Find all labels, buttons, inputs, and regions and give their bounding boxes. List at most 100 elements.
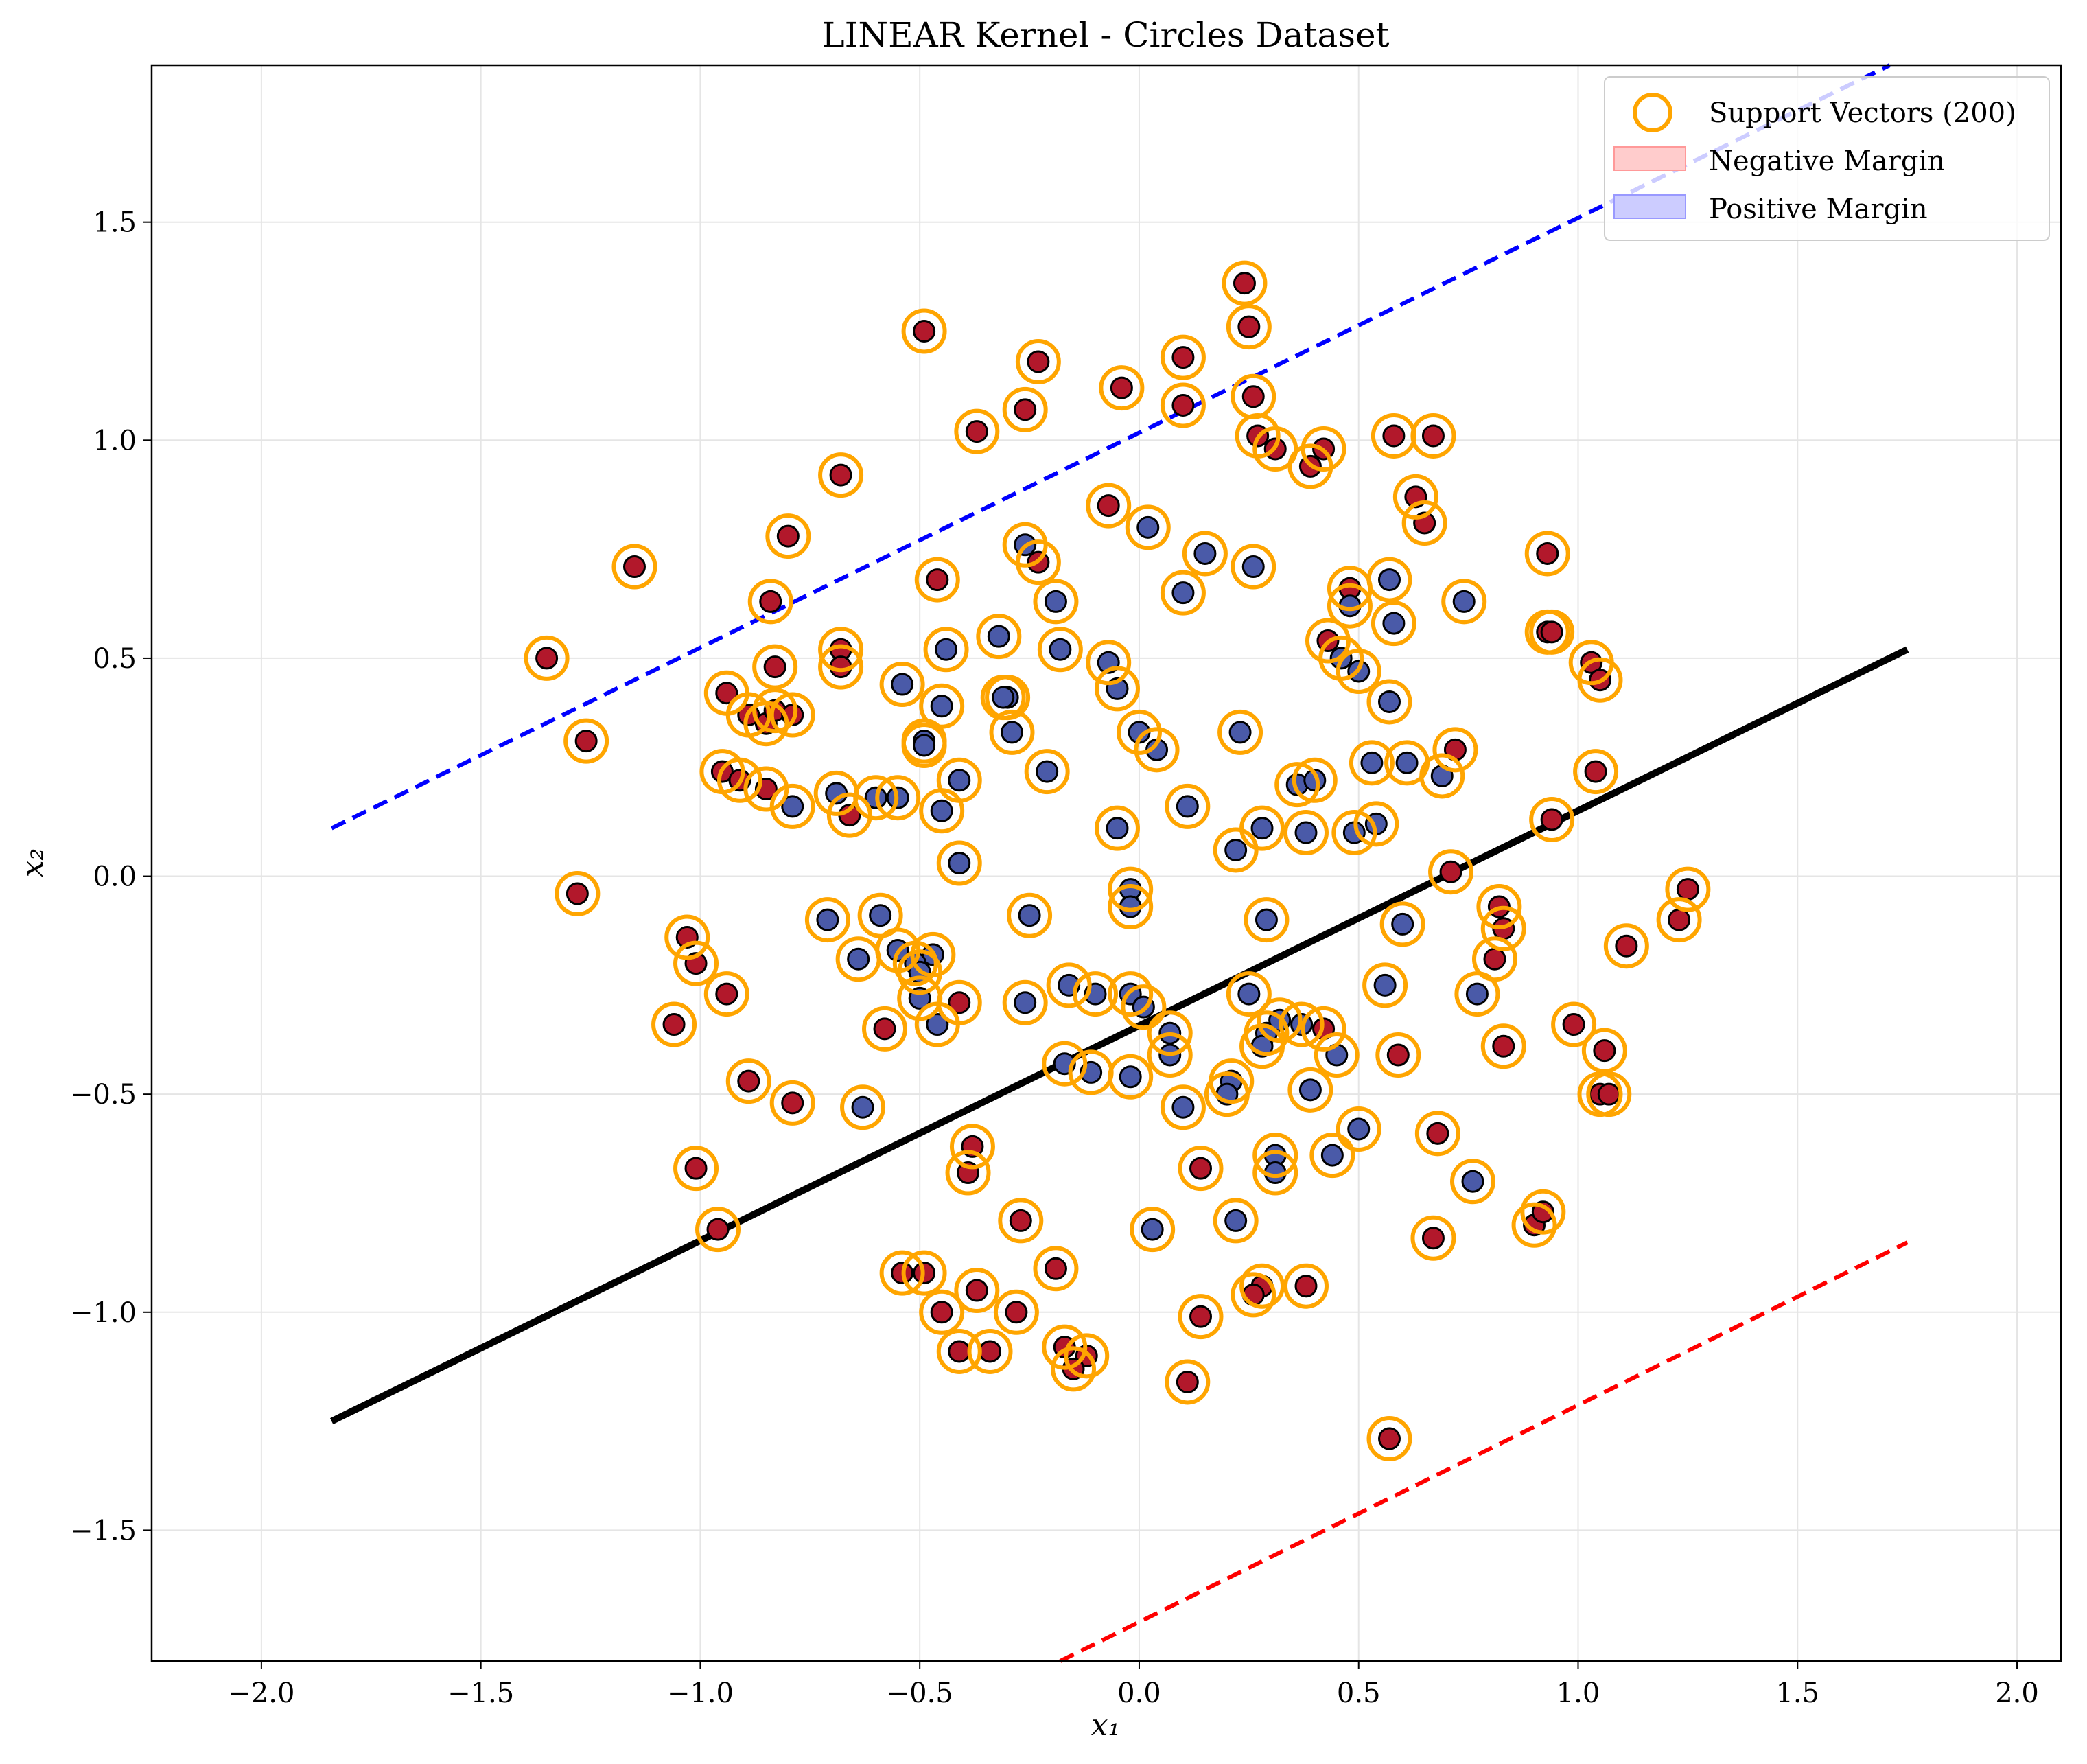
class1-point [1378, 690, 1401, 713]
support-vector-ring [1375, 1032, 1421, 1078]
support-vector-ring [769, 1080, 815, 1126]
class0-point [873, 1017, 896, 1041]
data-points [524, 260, 1711, 1462]
support-vector-ring [1165, 783, 1211, 829]
support-vector-ring [1414, 1111, 1460, 1157]
support-vector-ring [1147, 1032, 1193, 1078]
class0-point [1540, 620, 1563, 644]
class1-point [987, 625, 1010, 648]
legend-box [1604, 76, 2050, 241]
support-vector-ring [611, 544, 657, 590]
class0-point [1426, 1122, 1449, 1145]
class0-point [1615, 934, 1638, 958]
support-vector-ring [725, 1058, 771, 1104]
support-vector-ring [1287, 1067, 1333, 1113]
class0-point [1421, 1227, 1445, 1250]
class0-point [1676, 878, 1699, 901]
class0-point [684, 1157, 708, 1180]
class1-point [1255, 908, 1278, 931]
class1-point [1452, 590, 1476, 613]
support-vector-ring [1042, 1324, 1088, 1370]
class0-point [948, 1340, 971, 1363]
support-vector-ring [1401, 500, 1447, 546]
class0-point [1378, 1427, 1401, 1450]
support-vector-ring [769, 783, 815, 829]
grid-lines [152, 65, 2061, 1661]
support-vector-ring [1279, 1001, 1325, 1047]
y-tick-label: 1.5 [93, 207, 137, 239]
class0-point [1597, 1082, 1620, 1106]
support-vector-ring [1130, 1207, 1176, 1253]
class0-point [1237, 315, 1261, 338]
class1-point [926, 1013, 949, 1036]
class0-point [776, 524, 800, 548]
class1-point [930, 695, 953, 718]
x-tick-label: 1.5 [1775, 1678, 1819, 1709]
support-vector-ring [1002, 386, 1048, 432]
support-vector-ring [1239, 1263, 1285, 1309]
support-vector-ring [563, 718, 609, 764]
support-vector-ring [1283, 810, 1329, 856]
support-vector-ring [673, 940, 719, 986]
support-vector-ring [1274, 762, 1320, 808]
class1-point [948, 852, 971, 874]
support-vector-ring [1042, 1041, 1088, 1087]
support-vector-ring [1002, 522, 1048, 568]
support-vector-ring [818, 627, 864, 673]
support-vector-ring [1428, 849, 1474, 895]
class1-point [1378, 568, 1401, 592]
support-vector-ring [1366, 557, 1412, 603]
support-vector-ring [826, 792, 872, 838]
support-vector-ring [1134, 727, 1180, 773]
class0-point [1097, 494, 1120, 518]
support-vector-ring [945, 1150, 991, 1196]
class1-point [1014, 991, 1037, 1014]
class0-point [737, 1069, 760, 1093]
support-vector-ring [901, 1250, 947, 1296]
class0-point [948, 991, 971, 1014]
class0-point [1005, 1301, 1028, 1324]
support-vector-ring [1217, 709, 1263, 755]
class0-point [1241, 385, 1265, 408]
class1-point [1141, 1218, 1164, 1241]
support-vector-ring [989, 709, 1035, 755]
support-vector-ring [879, 662, 925, 708]
class1-point [913, 734, 936, 757]
class1-point [869, 904, 892, 927]
class1-point [781, 795, 804, 818]
class1-point [930, 799, 953, 822]
class1-point [1119, 1065, 1142, 1089]
class0-point [1009, 1209, 1032, 1232]
class0-point [1027, 350, 1050, 373]
support-vector-ring [923, 627, 969, 673]
support-vector-ring [840, 1084, 886, 1130]
y-tick-label: −0.5 [70, 1079, 137, 1111]
y-axis-label: x₂ [15, 848, 50, 877]
support-vector-ring [967, 1328, 1013, 1374]
support-vector-ring [1024, 749, 1070, 795]
support-vector-ring [804, 897, 850, 943]
support-vector-ring [1331, 810, 1377, 856]
support-vector-ring [1551, 1001, 1597, 1047]
support-vector-ring [1178, 1294, 1224, 1340]
negative-margin-legend-swatch [1613, 146, 1686, 171]
support-vector-ring [1586, 1071, 1632, 1117]
plot-frame [150, 64, 2062, 1662]
support-vector-ring [1336, 1106, 1381, 1152]
support-vector-ring [818, 644, 864, 690]
support-vector-ring [1371, 601, 1416, 647]
x-axis-label: x₁ [1091, 1708, 1120, 1743]
support-vector-ring [993, 1289, 1039, 1335]
support-vector-ring [1379, 901, 1425, 947]
support-vector-ring [1520, 1189, 1566, 1235]
support-vector-ring [1108, 866, 1154, 912]
class1-point [1391, 912, 1414, 936]
class1-point [1298, 1078, 1322, 1102]
class0-point [1233, 272, 1256, 295]
class1-point [935, 638, 958, 661]
class1-point [1106, 817, 1129, 840]
class0-point [715, 982, 738, 1006]
support-vector-ring [651, 1001, 697, 1047]
x-tick-label: 2.0 [1995, 1678, 2039, 1709]
